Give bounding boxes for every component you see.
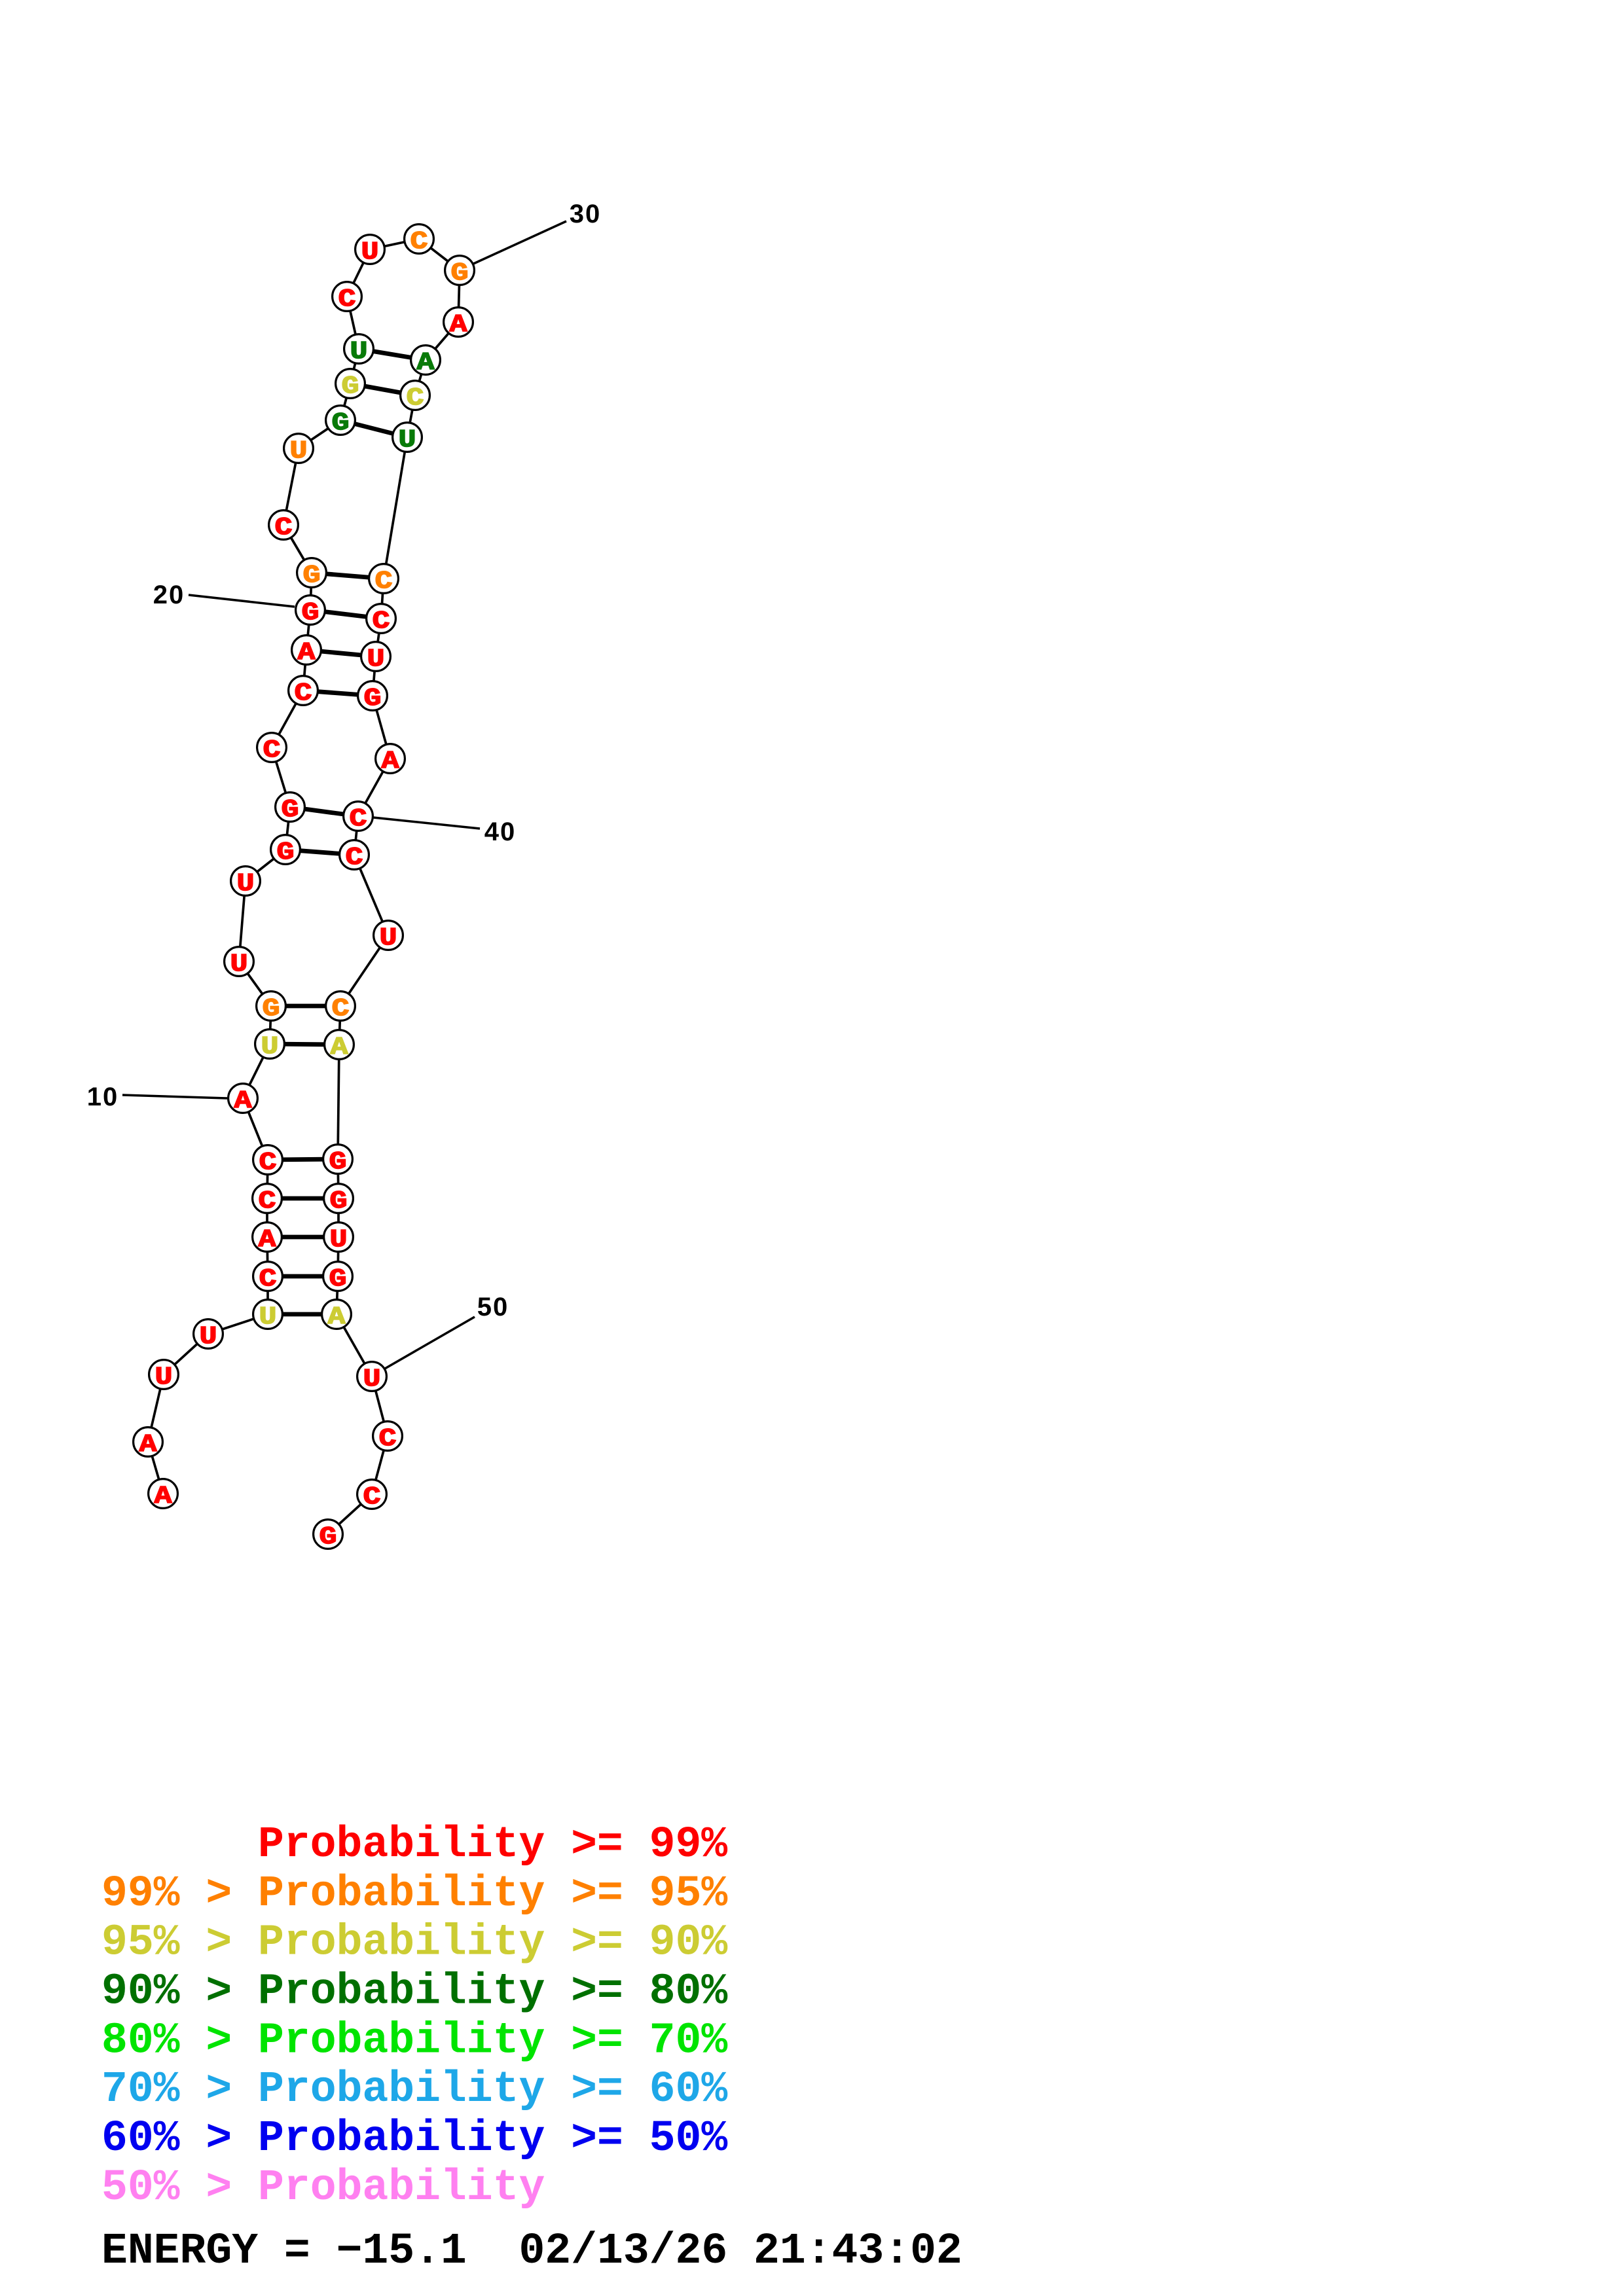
svg-text:G: G [263,995,280,1023]
svg-text:30: 30 [570,200,602,228]
svg-text:U: U [380,924,397,952]
svg-text:A: A [259,1226,276,1254]
svg-text:10: 10 [87,1083,119,1111]
svg-text:A: A [234,1087,252,1115]
svg-text:C: C [350,805,367,833]
svg-text:20: 20 [153,581,185,609]
svg-text:A: A [139,1431,157,1459]
svg-text:50% > Probability: 50% > Probability [101,2163,545,2212]
svg-text:G: G [342,372,359,401]
svg-text:C: C [410,228,428,256]
svg-text:U: U [200,1323,217,1351]
svg-text:G: G [277,838,295,867]
svg-text:U: U [350,338,368,366]
svg-text:U: U [259,1303,277,1331]
svg-text:C: C [373,607,390,636]
svg-text:A: A [450,311,467,339]
svg-text:A: A [331,1033,348,1062]
svg-text:G: G [303,562,321,590]
svg-text:C: C [379,1425,397,1453]
svg-text:U: U [155,1363,173,1391]
svg-text:C: C [332,995,350,1023]
svg-text:C: C [259,1149,277,1177]
svg-text:C: C [375,567,393,596]
svg-text:G: G [282,796,299,824]
svg-text:40: 40 [484,817,517,846]
svg-text:A: A [328,1303,346,1331]
svg-text:G: G [302,599,319,627]
svg-text:U: U [237,870,255,898]
svg-text:C: C [363,1483,381,1511]
svg-text:70% > Probability >= 60%: 70% > Probability >= 60% [101,2065,727,2114]
svg-text:G: G [330,1187,348,1215]
svg-text:60% > Probability >= 50%: 60% > Probability >= 50% [101,2114,727,2163]
svg-text:U: U [230,950,248,978]
svg-text:U: U [399,426,416,454]
svg-text:C: C [295,679,312,708]
svg-text:C: C [263,736,281,764]
svg-text:C: C [259,1265,277,1293]
svg-text:U: U [363,1365,381,1393]
svg-text:G: G [332,409,350,437]
svg-text:C: C [346,844,363,872]
svg-text:G: G [329,1148,347,1176]
svg-text:U: U [290,437,308,465]
svg-text:Probability >= 99%: Probability >= 99% [258,1820,727,1869]
svg-text:A: A [298,639,316,667]
svg-text:G: G [329,1265,347,1293]
svg-text:G: G [364,685,382,713]
svg-text:ENERGY = −15.1 02/13/26 21:43: ENERGY = −15.1 02/13/26 21:43:02 [101,2227,962,2276]
svg-text:99% > Probability >= 95%: 99% > Probability >= 95% [101,1869,727,1918]
svg-text:U: U [261,1033,279,1061]
svg-text:95% > Probability >= 90%: 95% > Probability >= 90% [101,1918,727,1967]
svg-text:80% > Probability >= 70%: 80% > Probability >= 70% [101,2016,727,2065]
svg-text:50: 50 [477,1293,509,1321]
svg-text:C: C [259,1187,276,1215]
svg-text:A: A [382,747,399,776]
svg-text:G: G [319,1523,337,1551]
svg-text:G: G [451,259,469,287]
svg-text:U: U [361,238,379,266]
svg-text:90% > Probability >= 80%: 90% > Probability >= 80% [101,1967,727,2017]
svg-text:C: C [338,285,356,314]
svg-text:A: A [417,349,435,377]
svg-text:U: U [367,645,385,673]
svg-text:C: C [407,384,424,412]
svg-text:U: U [330,1226,348,1254]
svg-text:C: C [275,514,293,542]
svg-text:A: A [155,1482,172,1511]
